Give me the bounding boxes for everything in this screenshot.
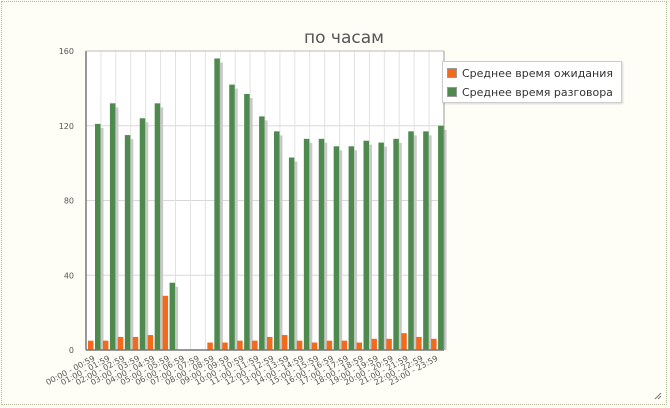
bar-waiting	[237, 340, 243, 350]
bar-waiting	[207, 342, 213, 350]
bar-waiting	[88, 340, 94, 350]
bar-talk	[318, 138, 325, 350]
legend-item-waiting: Среднее время ожидания	[447, 65, 613, 81]
y-tick-label: 80	[64, 197, 74, 206]
bar-talk	[378, 142, 384, 350]
bar-shadow	[234, 88, 238, 350]
bar-talk	[154, 103, 161, 350]
bar-shadow	[130, 139, 134, 350]
bar-waiting	[162, 295, 169, 350]
legend-label-waiting: Среднее время ожидания	[462, 66, 613, 80]
bar-talk	[109, 103, 116, 350]
bar-shadow	[443, 129, 447, 350]
bar-talk	[274, 131, 280, 350]
bar-talk	[139, 118, 146, 351]
legend-swatch-waiting	[447, 68, 457, 78]
y-tick-label: 40	[64, 271, 74, 280]
bar-talk	[423, 131, 429, 350]
bar-shadow	[279, 135, 283, 350]
bar-shadow	[428, 135, 432, 350]
bar-talk	[348, 146, 355, 350]
bar-shadow	[398, 142, 402, 350]
legend-label-talk: Среднее время разговора	[462, 85, 613, 99]
bar-waiting	[252, 340, 258, 350]
chart-title: по часам	[304, 28, 384, 48]
bar-talk	[303, 138, 310, 350]
bar-talk	[393, 138, 399, 350]
bar-waiting	[281, 335, 288, 350]
legend-item-talk: Среднее время разговора	[447, 84, 613, 100]
bar-waiting	[147, 335, 154, 350]
bar-shadow	[249, 97, 253, 350]
bar-shadow	[175, 286, 179, 350]
resize-handle-icon[interactable]	[654, 392, 662, 400]
bar-waiting	[416, 336, 422, 350]
bar-waiting	[371, 338, 377, 350]
bar-shadow	[339, 150, 343, 350]
bar-talk	[363, 140, 369, 350]
bar-talk	[214, 58, 220, 350]
bar-waiting	[102, 340, 109, 350]
bar-shadow	[413, 135, 417, 350]
y-tick-label: 0	[69, 346, 74, 355]
bar-talk	[288, 157, 295, 350]
bar-shadow	[100, 127, 104, 350]
y-tick-label: 120	[59, 122, 74, 131]
legend-swatch-talk	[447, 87, 457, 97]
bar-talk	[95, 123, 101, 350]
y-tick-label: 160	[59, 47, 74, 56]
bar-shadow	[145, 122, 149, 351]
legend: Среднее время ожидания Среднее время раз…	[442, 61, 622, 103]
bar-talk	[333, 146, 340, 350]
bar-talk	[259, 116, 265, 350]
bar-waiting	[401, 333, 407, 350]
bar-waiting	[296, 340, 303, 350]
bar-shadow	[219, 62, 223, 350]
bar-waiting	[431, 338, 437, 350]
bar-shadow	[383, 146, 387, 350]
bar-talk	[244, 93, 250, 350]
bar-talk	[124, 135, 131, 350]
bar-shadow	[369, 144, 372, 350]
bar-waiting	[267, 336, 273, 350]
bar-talk	[229, 84, 235, 350]
bar-talk	[169, 282, 176, 350]
bar-shadow	[294, 161, 298, 350]
bar-shadow	[309, 142, 313, 350]
bar-waiting	[117, 336, 124, 350]
bar-shadow	[324, 142, 328, 350]
bar-shadow	[160, 107, 164, 350]
bar-waiting	[341, 340, 348, 350]
bar-waiting	[222, 342, 228, 350]
bar-shadow	[264, 120, 268, 350]
bar-shadow	[354, 150, 358, 350]
bar-waiting	[132, 336, 139, 350]
bar-talk	[438, 125, 444, 350]
bar-waiting	[311, 342, 318, 350]
bar-waiting	[386, 338, 392, 350]
bar-waiting	[356, 342, 362, 350]
bar-talk	[408, 131, 414, 350]
bar-waiting	[326, 340, 333, 350]
bar-shadow	[115, 107, 119, 350]
